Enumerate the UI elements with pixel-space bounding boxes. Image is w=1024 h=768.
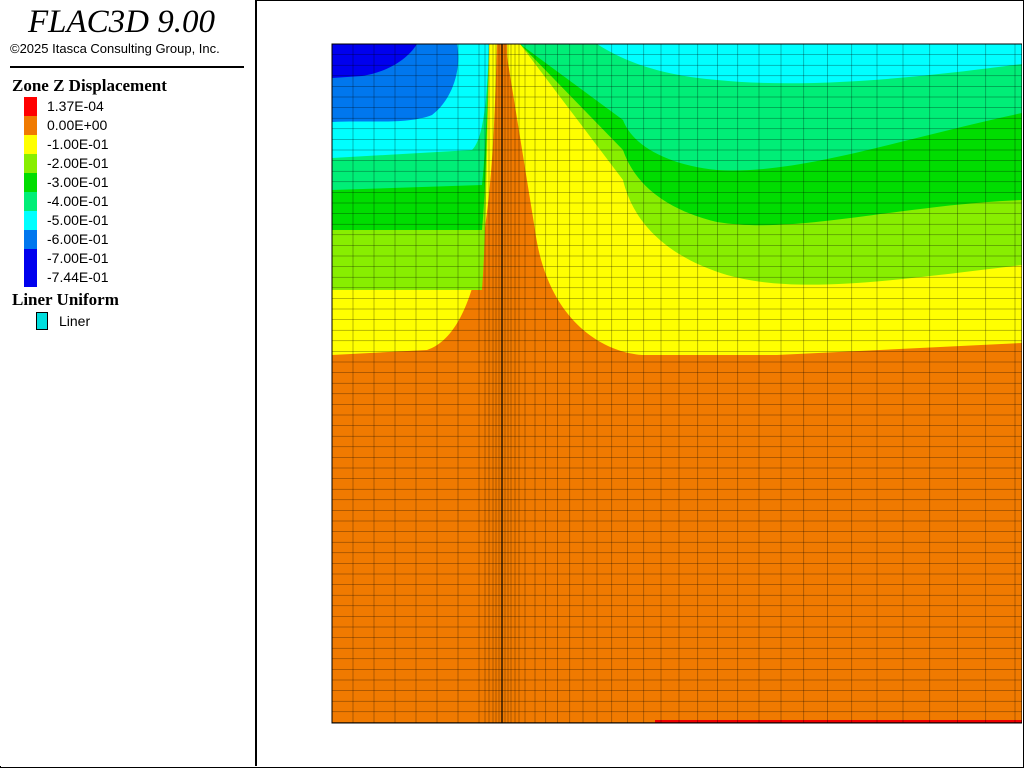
contour-band-red-edge: [655, 720, 1022, 723]
copyright-text: ©2025 Itasca Consulting Group, Inc.: [10, 41, 220, 56]
liner-label: Liner: [59, 313, 91, 329]
contour-band-cyan: [332, 44, 1022, 158]
liner-swatch: [36, 312, 48, 330]
legend-swatch: [24, 97, 37, 116]
contour-bands: [332, 44, 1022, 723]
legend-label: 0.00E+00: [47, 117, 108, 133]
legend-swatch: [24, 230, 37, 249]
title-divider: [10, 66, 244, 68]
legend-swatch: [24, 154, 37, 173]
legend-label: -1.00E-01: [47, 136, 109, 152]
legend-swatch: [24, 135, 37, 154]
legend-swatch: [24, 268, 37, 287]
app-title: FLAC3D 9.00: [28, 4, 216, 40]
legend-panel: FLAC3D 9.00 ©2025 Itasca Consulting Grou…: [0, 0, 257, 766]
legend-label: 1.37E-04: [47, 98, 104, 114]
zone-mesh: [331, 43, 1022, 723]
model-view[interactable]: [257, 0, 1022, 766]
legend-swatch: [24, 116, 37, 135]
legend-label: -7.44E-01: [47, 269, 109, 285]
legend-label: -7.00E-01: [47, 250, 109, 266]
legend-swatch: [24, 211, 37, 230]
legend-label: -2.00E-01: [47, 155, 109, 171]
legend-swatch: [24, 249, 37, 268]
legend-swatch: [24, 192, 37, 211]
legend-label: -5.00E-01: [47, 212, 109, 228]
legend-heading-liner-uniform: Liner Uniform: [12, 290, 119, 309]
model-boundary: [331, 43, 1022, 724]
legend-heading-zone-z-displacement: Zone Z Displacement: [12, 76, 167, 95]
legend-label: -3.00E-01: [47, 174, 109, 190]
contour-band-shaft-core: [467, 44, 557, 345]
legend-label: -4.00E-01: [47, 193, 109, 209]
legend-swatch: [24, 173, 37, 192]
legend-label: -6.00E-01: [47, 231, 109, 247]
contour-plot[interactable]: [257, 0, 1022, 766]
